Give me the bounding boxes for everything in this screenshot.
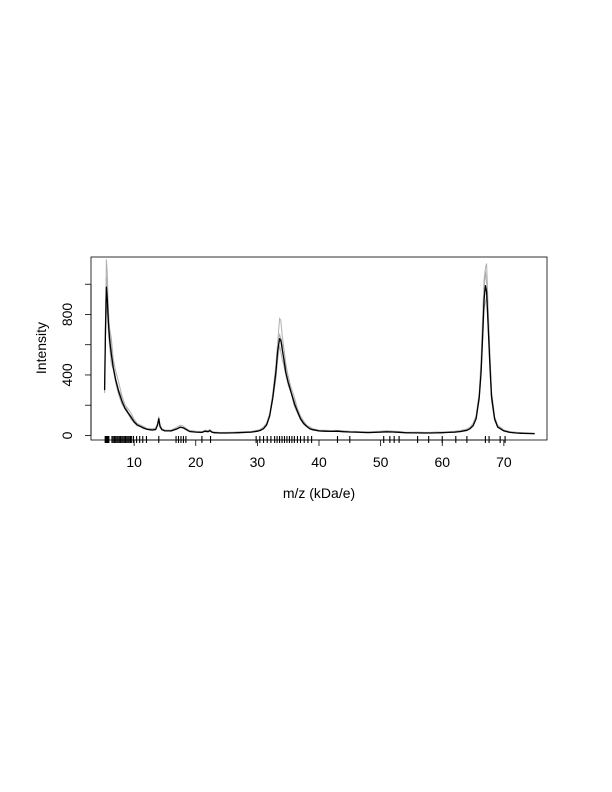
- series-layer: [103, 285, 535, 435]
- peak-rug: [104, 436, 506, 443]
- y-axis: 0 400 800: [59, 283, 92, 439]
- series-line: [103, 285, 535, 435]
- y-tick-label: 400: [59, 363, 75, 387]
- replicate-line: [104, 296, 535, 435]
- plot-frame: [90, 256, 548, 441]
- replicate-line: [104, 271, 535, 435]
- x-tick-label: 10: [126, 454, 142, 470]
- x-axis-label: m/z (kDa/e): [283, 485, 355, 501]
- y-tick-label: 0: [59, 431, 75, 439]
- replicate-line: [104, 259, 535, 434]
- y-axis-label: Intensity: [33, 322, 49, 374]
- x-tick-label: 30: [250, 454, 266, 470]
- y-tick-label: 800: [59, 303, 75, 327]
- x-tick-label: 70: [496, 454, 512, 470]
- x-tick-label: 40: [311, 454, 327, 470]
- x-axis: 10 20 30 40 50 60 70: [126, 439, 512, 470]
- x-tick-label: 20: [188, 454, 204, 470]
- x-tick-label: 60: [434, 454, 450, 470]
- x-tick-label: 50: [373, 454, 389, 470]
- replicate-spectra: [104, 259, 535, 435]
